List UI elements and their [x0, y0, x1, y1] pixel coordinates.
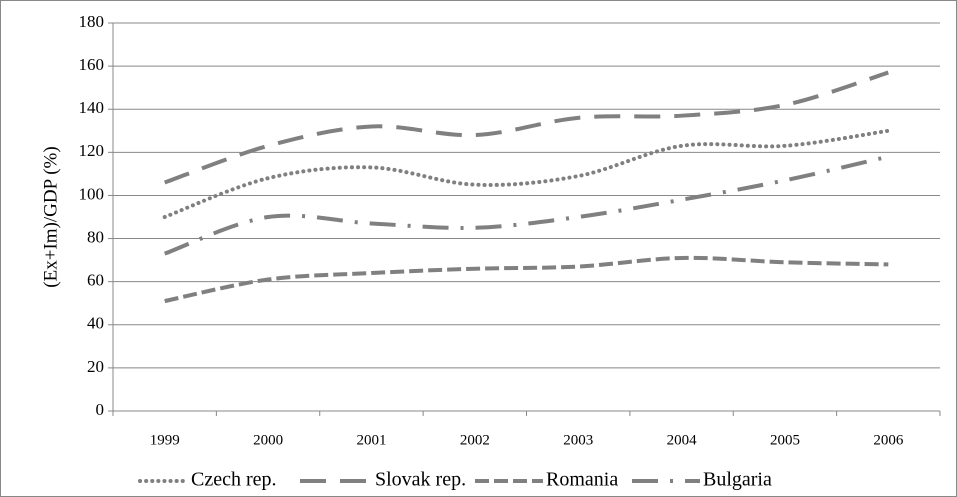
y-tick-label: 60 [87, 271, 104, 290]
series-line [162, 128, 891, 219]
x-tick-label: 2002 [460, 432, 490, 448]
legend-label: Romania [546, 469, 618, 491]
series-line [164, 154, 889, 256]
y-tick-label: 40 [87, 314, 104, 333]
legend-label: Slovak rep. [375, 469, 466, 491]
x-tick-label: 2000 [253, 432, 283, 448]
y-tick-label: 180 [79, 12, 105, 31]
x-tick-label: 2004 [667, 432, 698, 448]
y-tick-label: 80 [87, 227, 104, 246]
y-tick-label: 160 [79, 55, 105, 74]
x-tick-label: 2001 [356, 432, 386, 448]
legend-label: Czech rep. [191, 469, 277, 491]
y-tick-label: 20 [87, 357, 104, 376]
x-tick-label: 2003 [563, 432, 593, 448]
x-tick-label: 1999 [150, 432, 180, 448]
legend-label: Bulgaria [703, 469, 772, 491]
x-tick-label: 2005 [770, 432, 800, 448]
series-line [164, 255, 889, 304]
y-tick-label: 100 [79, 184, 105, 203]
y-tick-label: 0 [96, 400, 105, 419]
y-tick-label: 140 [79, 98, 105, 117]
x-tick-label: 2006 [873, 432, 904, 448]
y-tick-label: 120 [79, 141, 105, 160]
y-axis-label: (Ex+Im)/GDP (%) [40, 146, 61, 287]
series-line [164, 70, 889, 185]
